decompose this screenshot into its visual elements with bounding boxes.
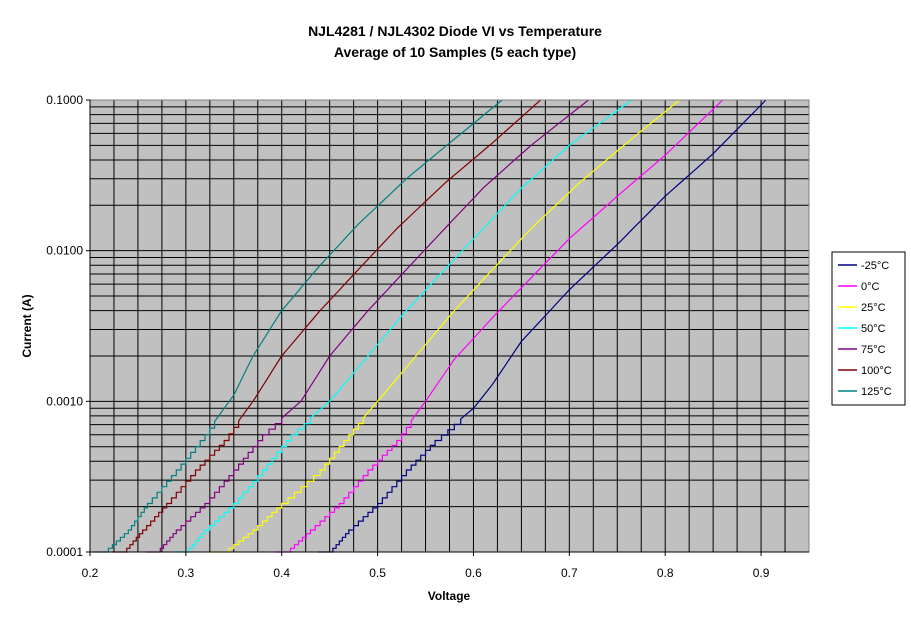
y-tick-label: 0.0100 <box>46 244 83 258</box>
chart-title: NJL4281 / NJL4302 Diode VI vs Temperatur… <box>308 23 602 39</box>
chart-subtitle: Average of 10 Samples (5 each type) <box>334 44 576 60</box>
x-tick-label: 0.6 <box>465 566 482 580</box>
x-axis-label: Voltage <box>428 589 471 603</box>
grid <box>89 99 810 553</box>
series-line <box>145 99 589 553</box>
series-line <box>92 99 503 553</box>
x-tick-label: 0.7 <box>561 566 578 580</box>
legend-label: -25°C <box>861 260 889 272</box>
y-tick-label: 0.0010 <box>46 394 83 408</box>
x-tick-label: 0.9 <box>753 566 770 580</box>
x-tick-label: 0.2 <box>82 566 99 580</box>
y-tick-label: 0.1000 <box>46 93 83 107</box>
legend-label: 0°C <box>861 281 880 293</box>
series-line <box>174 99 632 553</box>
y-axis: 0.0001 0.0010 0.0100 0.1000 <box>46 93 91 559</box>
series-line <box>275 99 724 553</box>
x-tick-label: 0.4 <box>273 566 290 580</box>
series-line <box>212 99 680 553</box>
legend-label: 75°C <box>861 344 886 356</box>
series-line <box>112 99 541 553</box>
x-axis: 0.2 0.3 0.4 0.5 0.6 0.7 0.8 0.9 <box>82 551 809 580</box>
series-line <box>318 99 767 553</box>
series-lines <box>92 99 767 553</box>
legend-label: 50°C <box>861 323 886 335</box>
x-tick-label: 0.5 <box>369 566 386 580</box>
legend-label: 25°C <box>861 302 886 314</box>
x-tick-label: 0.8 <box>657 566 674 580</box>
x-tick-label: 0.3 <box>178 566 195 580</box>
legend-label: 125°C <box>861 386 892 398</box>
legend-label: 100°C <box>861 365 892 377</box>
y-axis-label: Current (A) <box>20 294 34 357</box>
legend: -25°C 0°C 25°C 50°C 75°C 100°C 125°C <box>831 251 906 406</box>
y-tick-label: 0.0001 <box>46 545 83 559</box>
